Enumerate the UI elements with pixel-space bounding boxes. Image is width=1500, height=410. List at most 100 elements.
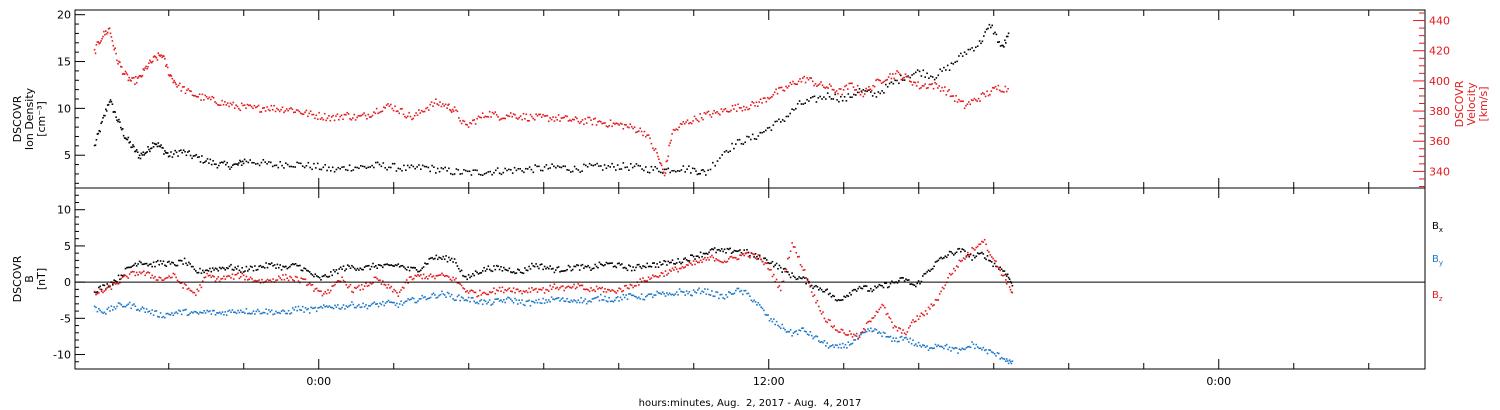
data-point-ion-density-0-5-4 bbox=[135, 150, 137, 152]
data-point-ion-density-0-36-1 bbox=[530, 168, 533, 171]
data-point-by-1-46-3 bbox=[615, 297, 618, 299]
data-point-by-1-75-7 bbox=[947, 348, 949, 351]
data-point-ion-density-0-43-5 bbox=[643, 169, 645, 172]
data-point-velocity-1-26-4 bbox=[350, 119, 353, 121]
data-point-velocity-1-37-5 bbox=[472, 119, 474, 122]
data-point-bx-0-26-5 bbox=[393, 265, 395, 267]
data-point-velocity-1-69-6 bbox=[825, 86, 828, 88]
data-point-velocity-1-66-3 bbox=[788, 85, 790, 87]
data-point-velocity-1-45-7 bbox=[564, 115, 567, 117]
data-point-by-1-40-4 bbox=[549, 301, 551, 303]
data-point-bx-0-66-0 bbox=[836, 299, 838, 302]
data-point-by-1-4-0 bbox=[138, 310, 141, 312]
data-point-bz-2-33-3 bbox=[469, 290, 471, 292]
data-point-ion-density-0-28-7 bbox=[421, 164, 424, 167]
data-point-by-1-65-6 bbox=[833, 346, 835, 348]
data-point-velocity-1-13-3 bbox=[203, 99, 205, 101]
data-point-velocity-1-45-4 bbox=[560, 117, 563, 119]
data-point-bx-0-32-0 bbox=[453, 258, 456, 260]
data-point-ion-density-0-37-6 bbox=[555, 166, 557, 169]
data-point-bx-0-29-3 bbox=[424, 262, 426, 264]
data-point-bz-2-26-3 bbox=[390, 285, 393, 288]
data-point-velocity-1-5-2 bbox=[133, 76, 135, 79]
data-point-by-1-30-5 bbox=[438, 294, 440, 297]
data-point-bx-0-36-7 bbox=[508, 267, 511, 270]
data-point-bx-0-75-1 bbox=[938, 257, 941, 260]
data-point-bz-2-5-6 bbox=[158, 276, 160, 279]
data-point-by-1-17-3 bbox=[289, 313, 291, 315]
data-point-by-1-33-1 bbox=[466, 299, 468, 302]
top-y2tick-label-400: 400 bbox=[1429, 75, 1450, 88]
data-point-bx-0-26-1 bbox=[387, 264, 390, 266]
data-point-bx-0-9-7 bbox=[204, 269, 207, 272]
data-point-bx-0-39-3 bbox=[536, 265, 539, 268]
data-point-velocity-1-2-4 bbox=[112, 44, 115, 47]
data-point-bz-2-6-5 bbox=[168, 275, 170, 277]
data-point-ion-density-0-21-6 bbox=[315, 167, 317, 169]
data-point-ion-density-0-28-3 bbox=[414, 167, 416, 170]
data-point-ion-density-0-68-7 bbox=[1007, 32, 1010, 35]
data-point-bz-2-78-1 bbox=[972, 247, 975, 250]
data-point-bx-0-72-6 bbox=[912, 283, 914, 286]
data-point-ion-density-0-24-6 bbox=[360, 165, 362, 167]
data-point-velocity-1-57-6 bbox=[690, 122, 693, 125]
data-point-ion-density-0-65-4 bbox=[971, 47, 973, 49]
data-point-ion-density-0-2-3 bbox=[111, 103, 114, 105]
data-point-bz-2-73-4 bbox=[920, 312, 923, 314]
top-y2tick-label-360: 360 bbox=[1429, 135, 1450, 148]
data-point-bz-2-9-7 bbox=[204, 276, 207, 278]
data-point-by-1-15-6 bbox=[270, 309, 273, 312]
data-point-velocity-1-82-3 bbox=[968, 101, 970, 103]
data-point-bx-0-38-7 bbox=[531, 262, 533, 265]
legend-bx-sub: x bbox=[1439, 226, 1443, 234]
data-point-bx-0-40-0 bbox=[543, 265, 546, 268]
data-point-by-1-72-3 bbox=[908, 341, 910, 343]
data-point-bx-0-37-3 bbox=[514, 272, 516, 275]
data-point-by-1-77-3 bbox=[964, 348, 966, 351]
data-point-velocity-1-60-7 bbox=[726, 110, 728, 113]
data-point-velocity-1-1-5 bbox=[105, 33, 108, 35]
data-point-velocity-1-51-3 bbox=[626, 126, 629, 128]
data-point-ion-density-0-18-1 bbox=[260, 161, 263, 164]
data-point-bx-0-41-0 bbox=[555, 269, 557, 271]
data-point-velocity-1-37-2 bbox=[467, 126, 470, 128]
data-point-ion-density-0-60-7 bbox=[901, 79, 904, 81]
data-point-bx-0-18-1 bbox=[297, 265, 300, 267]
data-point-by-1-18-5 bbox=[303, 311, 305, 313]
data-point-bx-0-35-2 bbox=[490, 269, 492, 272]
data-point-by-1-1-4 bbox=[110, 305, 113, 307]
data-point-bx-0-20-3 bbox=[323, 275, 325, 277]
data-point-velocity-1-72-2 bbox=[854, 89, 856, 91]
data-point-bz-2-59-6 bbox=[765, 262, 768, 265]
data-point-velocity-1-42-7 bbox=[531, 115, 533, 118]
data-point-velocity-1-73-2 bbox=[865, 87, 867, 90]
data-point-bz-2-68-5 bbox=[865, 322, 868, 325]
data-point-velocity-1-41-1 bbox=[511, 115, 513, 118]
data-point-bx-0-61-6 bbox=[788, 273, 790, 276]
data-point-bz-2-0-0 bbox=[93, 290, 96, 293]
data-point-velocity-1-8-3 bbox=[156, 59, 159, 61]
data-point-by-1-6-6 bbox=[169, 314, 172, 316]
data-point-bz-2-6-4 bbox=[166, 276, 169, 279]
data-point-velocity-1-81-0 bbox=[952, 95, 955, 97]
data-point-bx-0-74-3 bbox=[930, 268, 933, 271]
data-point-by-1-42-5 bbox=[573, 299, 575, 301]
data-point-bz-2-2-6 bbox=[124, 274, 127, 277]
data-point-bz-2-60-2 bbox=[771, 275, 774, 278]
data-point-by-1-55-3 bbox=[716, 291, 719, 294]
data-point-velocity-1-82-6 bbox=[972, 99, 974, 102]
data-point-ion-density-0-39-1 bbox=[575, 168, 578, 170]
data-point-by-1-62-4 bbox=[796, 333, 799, 336]
data-point-by-1-41-1 bbox=[556, 297, 558, 300]
data-point-ion-density-0-13-5 bbox=[209, 158, 212, 161]
data-point-velocity-1-52-6 bbox=[642, 134, 644, 137]
data-point-velocity-1-16-6 bbox=[240, 102, 243, 105]
data-point-velocity-1-80-4 bbox=[946, 90, 949, 93]
data-point-bx-0-65-4 bbox=[830, 296, 833, 298]
data-point-ion-density-0-47-5 bbox=[700, 169, 703, 172]
data-point-velocity-1-64-1 bbox=[762, 97, 765, 99]
data-point-bz-2-24-7 bbox=[373, 276, 376, 279]
data-point-by-1-10-1 bbox=[207, 310, 210, 313]
data-point-velocity-1-77-3 bbox=[911, 84, 914, 86]
